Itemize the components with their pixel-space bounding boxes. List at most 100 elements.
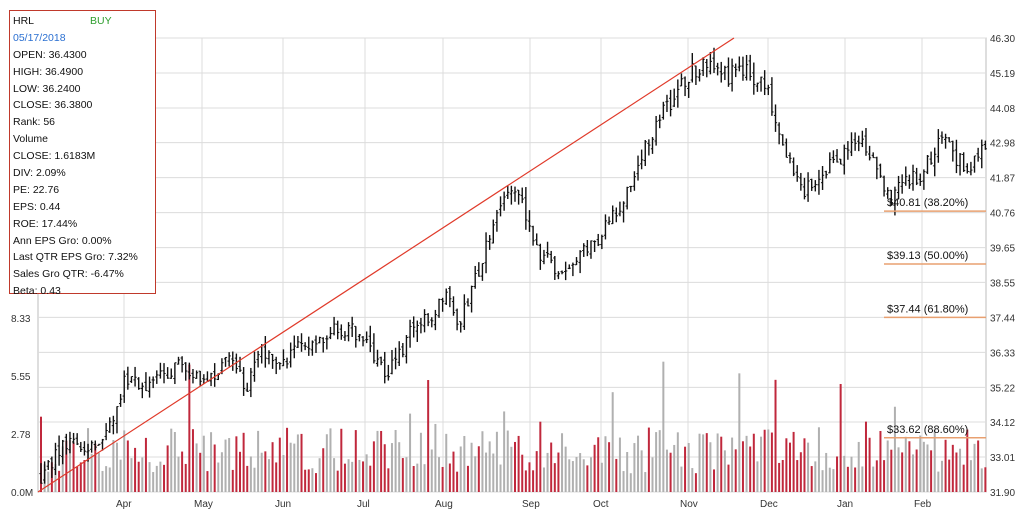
month-label: Jun: [275, 499, 291, 510]
volume-bar: [897, 447, 900, 492]
volume-bar: [58, 470, 61, 492]
volume-bar: [593, 444, 596, 492]
volume-bar: [286, 427, 289, 492]
volume-bar: [376, 430, 379, 492]
volume-bar: [94, 443, 97, 492]
volume-bar: [206, 471, 209, 492]
volume-bar: [734, 449, 737, 492]
info-last-qtr-eps-growth: Last QTR EPS Gro: 7.32%: [13, 251, 138, 264]
volume-bar: [629, 473, 632, 492]
volume-bar: [289, 442, 292, 492]
volume-bar: [640, 450, 643, 492]
volume-bar: [199, 452, 202, 492]
volume-bar: [72, 442, 75, 492]
volume-bar: [112, 439, 115, 492]
volume-bar: [336, 470, 339, 492]
volume-bar: [76, 466, 79, 492]
volume-bar: [401, 458, 404, 492]
volume-bar: [575, 457, 578, 492]
volume-bar: [318, 458, 321, 492]
volume-bar: [257, 430, 260, 492]
volume-bar: [966, 429, 969, 492]
volume-bar: [658, 430, 661, 492]
fib-level-label: $33.62 (88.60%): [887, 424, 968, 436]
volume-bar: [123, 430, 126, 492]
volume-bar: [908, 441, 911, 492]
volume-bar: [47, 471, 50, 492]
volume-bar: [832, 469, 835, 492]
month-label: Jan: [837, 499, 853, 510]
volume-bar: [940, 460, 943, 492]
volume-bar: [843, 455, 846, 492]
volume-bar: [799, 452, 802, 492]
price-tick-label: 34.12: [990, 418, 1015, 429]
volume-bar: [814, 461, 817, 492]
volume-bar: [705, 433, 708, 492]
volume-bar: [713, 469, 716, 492]
volume-bar: [459, 446, 462, 492]
volume-bar: [752, 433, 755, 492]
volume-bar: [304, 469, 307, 492]
volume-bar: [828, 467, 831, 492]
volume-bar: [893, 406, 896, 492]
volume-bar: [836, 456, 839, 492]
price-tick-label: 35.22: [990, 383, 1015, 394]
volume-bar: [405, 457, 408, 492]
volume-bar: [456, 471, 459, 492]
volume-tick-label: 2.78: [11, 430, 31, 441]
volume-bar: [246, 465, 249, 492]
month-label: Sep: [522, 499, 540, 510]
volume-bar: [390, 443, 393, 492]
price-tick-label: 37.44: [990, 313, 1015, 324]
volume-bar: [466, 465, 469, 492]
month-label: Jul: [357, 499, 370, 510]
trendline-line: [37, 37, 735, 493]
volume-bar: [307, 469, 310, 492]
volume-bar: [438, 457, 441, 492]
volume-bar: [419, 432, 422, 492]
volume-bar: [930, 450, 933, 492]
volume-bar: [749, 446, 752, 492]
axis-labels: 46.30 45.19 44.08 42.98 41.87 40.76 39.65 38.55…: [11, 34, 1015, 510]
volume-bar: [741, 441, 744, 492]
volume-bar: [470, 442, 473, 492]
volume-bar: [134, 447, 137, 492]
volume-tick-label: 5.55: [11, 372, 31, 383]
trendline: [37, 37, 735, 493]
volume-bar: [282, 455, 285, 492]
volume-bar: [890, 449, 893, 492]
volume-bar: [514, 441, 516, 492]
volume-bar: [861, 466, 864, 492]
volume-bar: [163, 464, 166, 492]
volume-bar: [669, 452, 672, 492]
volume-bar: [141, 457, 144, 492]
volume-bar: [495, 431, 498, 492]
volume-bar: [343, 463, 346, 492]
info-volume-close: CLOSE: 1.6183M: [13, 150, 96, 163]
volume-bar: [217, 462, 220, 492]
volume-bar: [485, 452, 488, 492]
volume-bar: [886, 440, 889, 492]
volume-bar: [738, 373, 741, 492]
price-tick-label: 31.90: [990, 488, 1015, 499]
volume-bar: [423, 464, 426, 492]
volume-bar: [181, 451, 184, 492]
volume-bar: [130, 458, 133, 492]
volume-bar: [944, 439, 947, 492]
volume-bar: [582, 459, 585, 492]
volume-bar: [785, 438, 788, 492]
volume-bar: [333, 458, 336, 492]
info-ann-eps-growth: Ann EPS Gro: 0.00%: [13, 234, 112, 247]
volume-bar: [322, 448, 325, 492]
volume-bar: [817, 427, 820, 492]
volume-bar: [760, 436, 763, 492]
volume-bar: [915, 449, 918, 492]
fib-level-label: $39.13 (50.00%): [887, 250, 968, 262]
volume-bar: [615, 458, 618, 492]
volume-bar: [687, 443, 690, 492]
volume-bars: [40, 361, 987, 492]
volume-bar: [821, 470, 824, 492]
volume-bar: [655, 432, 658, 492]
volume-bar: [383, 444, 386, 492]
volume-bar: [557, 452, 560, 492]
